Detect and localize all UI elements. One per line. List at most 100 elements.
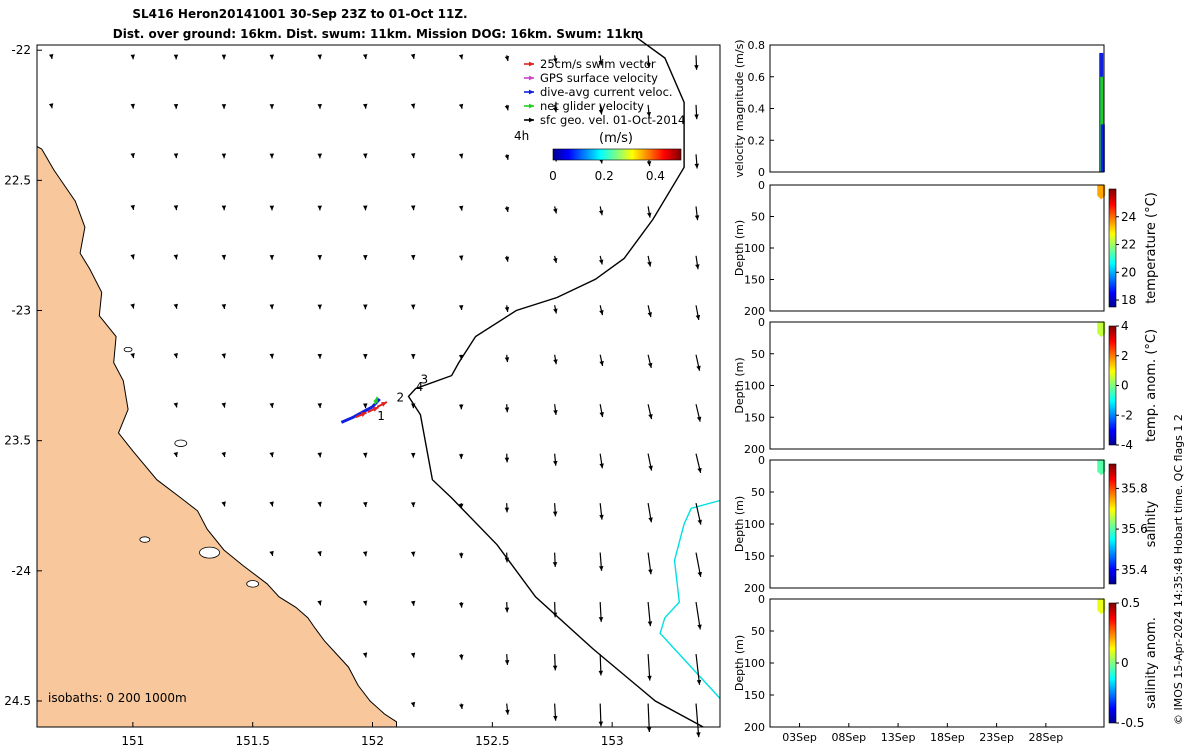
sfc-vector bbox=[458, 153, 464, 159]
legend-key bbox=[524, 117, 534, 123]
legend-key bbox=[524, 75, 534, 81]
sfc-vector bbox=[130, 352, 135, 359]
y-tick-label: 100 bbox=[744, 380, 765, 393]
legend-entry: sfc geo. vel. 01-Oct-2014 bbox=[540, 113, 685, 127]
sfc-vector bbox=[363, 353, 368, 359]
map-axes-box bbox=[36, 44, 721, 728]
y-tick-label: 150 bbox=[744, 689, 765, 702]
right-panel: 0 50 100 150 200 -0.5 0 0.5 salinity anom. Depth … bbox=[733, 593, 1159, 744]
sfc-vector bbox=[459, 703, 464, 710]
sfc-vector bbox=[362, 600, 368, 606]
sfc-vector bbox=[362, 54, 368, 60]
sfc-vector bbox=[317, 353, 322, 359]
colorbar-tick-label: -4 bbox=[1121, 438, 1133, 452]
colorbar-tick-label: 35.4 bbox=[1121, 563, 1148, 577]
sfc-vector bbox=[363, 403, 368, 409]
y-tick-label: 0.6 bbox=[748, 71, 766, 84]
map-xticks: 151 151.5 152 152.5 153 bbox=[121, 722, 624, 748]
y-tick-label: 0 bbox=[758, 593, 765, 606]
sfc-vector bbox=[317, 452, 322, 458]
y-tick-label: 0 bbox=[758, 316, 765, 329]
panel-ylabel: Depth (m) bbox=[733, 357, 746, 413]
panel-colorbar bbox=[1108, 602, 1117, 724]
colorbar-tick-label: -2 bbox=[1121, 408, 1133, 422]
sfc-vector bbox=[410, 53, 416, 59]
panel-variable-label: temperature (°C) bbox=[1144, 192, 1159, 304]
sfc-vector bbox=[173, 103, 179, 109]
sfc-vector bbox=[410, 452, 416, 458]
sfc-vector bbox=[647, 255, 652, 267]
sfc-vector bbox=[553, 206, 558, 214]
island bbox=[174, 439, 188, 447]
sfc-vector bbox=[647, 601, 653, 627]
panel-ylabel: Depth (m) bbox=[733, 220, 746, 276]
sfc-vector bbox=[552, 552, 558, 567]
sfc-vector bbox=[317, 255, 323, 260]
sfc-vector bbox=[269, 353, 274, 359]
sfc-vector bbox=[410, 153, 416, 159]
panel-axes-box bbox=[769, 184, 1105, 312]
sfc-vector bbox=[504, 104, 510, 111]
panel-variable-label: salinity anom. bbox=[1144, 617, 1159, 709]
profile-strip bbox=[1097, 599, 1106, 615]
sfc-vector bbox=[553, 354, 558, 365]
sfc-vector bbox=[552, 654, 558, 671]
right-panel: 0 50 100 150 200 18 20 22 24 temperature (°C) Dept… bbox=[733, 179, 1159, 318]
y-tick-label: 100 bbox=[744, 242, 765, 255]
sfc-vector bbox=[504, 503, 510, 513]
sfc-vector bbox=[553, 104, 558, 113]
sfc-vector bbox=[599, 354, 604, 367]
sfc-vector bbox=[458, 54, 464, 60]
x-tick-label: 152.5 bbox=[475, 734, 509, 748]
colorbar-tick-label: 24 bbox=[1121, 210, 1136, 224]
sfc-vector bbox=[647, 503, 653, 523]
sfc-vector bbox=[458, 103, 464, 109]
sfc-vector bbox=[363, 304, 368, 310]
panel-colorbar bbox=[1108, 463, 1117, 585]
sfc-vector bbox=[173, 54, 179, 60]
colorbar-tick-label: 35.6 bbox=[1121, 522, 1148, 536]
track-line bbox=[340, 397, 381, 424]
colorbar-tick-label: 0.5 bbox=[1121, 596, 1140, 610]
right-panel: 0 50 100 150 200 35.4 35.6 35.8 salinity Depth (m… bbox=[733, 454, 1159, 595]
map-yticks: -22 22.5 -23 23.5 -24 24.5 bbox=[4, 43, 42, 708]
sfc-vector bbox=[598, 602, 604, 622]
y-tick-label: 23.5 bbox=[4, 434, 31, 448]
sfc-vector bbox=[173, 205, 179, 211]
sfc-vector bbox=[504, 255, 510, 262]
sfc-vector bbox=[647, 552, 653, 575]
x-tick-label: 151 bbox=[121, 734, 144, 748]
sfc-vector bbox=[553, 453, 558, 466]
sfc-vector bbox=[504, 453, 510, 463]
colorbar-tick-label: 20 bbox=[1121, 265, 1136, 279]
sfc-vector bbox=[410, 502, 416, 508]
sfc-vector bbox=[410, 205, 416, 211]
y-tick-label: 50 bbox=[751, 486, 765, 499]
colorbar-tick-label: 4 bbox=[1121, 319, 1129, 333]
colorbar-tick-label: 0 bbox=[1121, 379, 1129, 393]
sfc-vector bbox=[504, 154, 510, 160]
sfc-vector bbox=[694, 104, 699, 120]
sfc-vector bbox=[173, 254, 179, 260]
x-tick-label: 13Sep bbox=[881, 731, 916, 744]
sfc-vector bbox=[130, 204, 135, 211]
sfc-vector bbox=[599, 305, 604, 316]
sfc-vector bbox=[48, 103, 54, 109]
isobath-lines bbox=[407, 36, 721, 728]
sfc-vector bbox=[410, 254, 416, 260]
sfc-vector bbox=[130, 103, 136, 109]
sfc-vector bbox=[504, 404, 510, 413]
island bbox=[246, 580, 260, 588]
panel-axes-box bbox=[769, 598, 1105, 728]
legend-key bbox=[524, 103, 534, 109]
panel-ylabel: velocity magnitude (m/s) bbox=[733, 39, 746, 177]
sfc-vector bbox=[362, 501, 368, 507]
sfc-vector bbox=[458, 305, 464, 311]
sfc-vector bbox=[599, 453, 604, 469]
legend-entry: 25cm/s swim vector bbox=[540, 57, 656, 71]
title-line-1: SL416 Heron20141001 30-Sep 23Z to 01-Oct… bbox=[132, 7, 467, 21]
land-polygon bbox=[36, 145, 397, 728]
